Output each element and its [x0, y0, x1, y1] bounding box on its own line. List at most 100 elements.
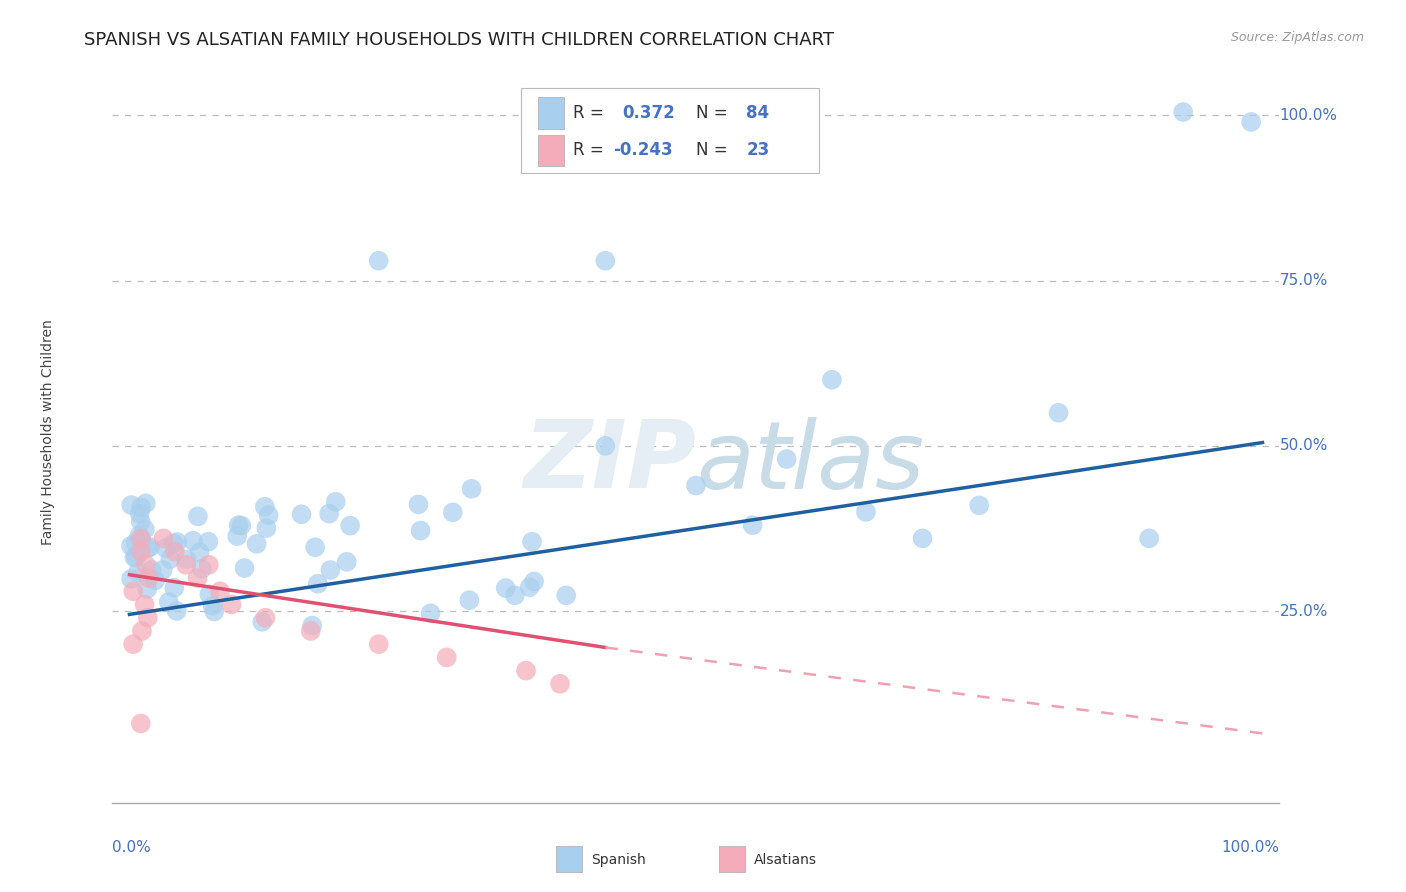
Point — [120, 572, 142, 586]
Point — [134, 522, 156, 536]
Point — [252, 615, 274, 629]
Point — [441, 505, 464, 519]
Text: N =: N = — [696, 104, 733, 122]
Point — [307, 576, 329, 591]
Point — [136, 611, 159, 625]
Point — [1137, 532, 1160, 546]
FancyBboxPatch shape — [720, 847, 745, 872]
Point — [122, 584, 145, 599]
Point — [231, 518, 253, 533]
Point — [967, 499, 990, 513]
Point — [409, 524, 432, 538]
Point — [201, 599, 224, 613]
FancyBboxPatch shape — [520, 88, 818, 173]
Point — [1173, 105, 1195, 120]
Point — [855, 505, 877, 519]
Point — [131, 624, 153, 638]
Text: Spanish: Spanish — [591, 853, 645, 867]
Point — [226, 529, 249, 543]
Point — [301, 618, 323, 632]
Point — [166, 604, 188, 618]
Text: ZIP: ZIP — [523, 417, 696, 508]
Text: SPANISH VS ALSATIAN FAMILY HOUSEHOLDS WITH CHILDREN CORRELATION CHART: SPANISH VS ALSATIAN FAMILY HOUSEHOLDS WI… — [84, 31, 834, 49]
Point — [304, 541, 326, 555]
Point — [548, 677, 571, 691]
Point — [120, 498, 142, 512]
Text: -0.243: -0.243 — [613, 141, 672, 160]
Point — [821, 373, 844, 387]
Text: 25.0%: 25.0% — [1279, 604, 1327, 618]
Point — [741, 518, 763, 533]
Text: Source: ZipAtlas.com: Source: ZipAtlas.com — [1230, 31, 1364, 45]
Point — [495, 581, 517, 595]
Point — [503, 588, 526, 602]
Text: atlas: atlas — [696, 417, 924, 508]
Point — [319, 563, 342, 577]
Point — [515, 664, 537, 678]
Point — [135, 496, 157, 510]
Point — [138, 571, 160, 585]
Point — [128, 529, 150, 543]
Point — [120, 539, 142, 553]
Point — [408, 497, 430, 511]
Point — [129, 544, 152, 558]
Text: Alsatians: Alsatians — [755, 853, 817, 867]
Text: N =: N = — [696, 141, 733, 160]
Point — [367, 253, 389, 268]
Point — [129, 716, 152, 731]
Point — [254, 521, 277, 535]
Text: Family Households with Children: Family Households with Children — [41, 319, 55, 546]
Point — [152, 532, 174, 546]
Point — [595, 253, 617, 268]
Point — [519, 580, 541, 594]
Point — [129, 532, 152, 546]
Point — [124, 550, 146, 565]
Point — [124, 536, 146, 550]
Point — [155, 541, 177, 556]
Point — [143, 574, 166, 588]
Point — [520, 534, 543, 549]
Text: 50.0%: 50.0% — [1279, 438, 1327, 453]
Point — [139, 540, 162, 554]
Point — [136, 582, 159, 596]
Point — [152, 563, 174, 577]
Point — [125, 549, 148, 564]
Point — [134, 598, 156, 612]
Point — [163, 581, 186, 595]
Point — [128, 507, 150, 521]
Point — [191, 562, 214, 576]
Point — [685, 478, 707, 492]
Point — [339, 518, 361, 533]
Point — [911, 532, 934, 546]
Point — [141, 563, 163, 577]
FancyBboxPatch shape — [538, 135, 564, 166]
Text: R =: R = — [574, 141, 609, 160]
FancyBboxPatch shape — [538, 97, 564, 128]
Text: R =: R = — [574, 104, 609, 122]
Point — [159, 552, 181, 566]
Point — [257, 508, 280, 523]
Point — [129, 515, 152, 529]
Text: 0.372: 0.372 — [623, 104, 675, 122]
Point — [254, 611, 277, 625]
Point — [162, 536, 184, 550]
Point — [188, 545, 211, 559]
Point — [174, 558, 197, 572]
Point — [1240, 115, 1263, 129]
Point — [136, 541, 159, 555]
Point — [246, 537, 269, 551]
Point — [187, 509, 209, 524]
Point — [233, 561, 256, 575]
Point — [253, 500, 276, 514]
Text: 75.0%: 75.0% — [1279, 273, 1327, 288]
Point — [228, 518, 250, 533]
Point — [1047, 406, 1070, 420]
Point — [523, 574, 546, 589]
Point — [458, 593, 481, 607]
Point — [367, 637, 389, 651]
Point — [555, 588, 578, 602]
FancyBboxPatch shape — [555, 847, 582, 872]
Point — [186, 571, 208, 585]
Text: 100.0%: 100.0% — [1279, 108, 1337, 123]
Point — [129, 500, 152, 515]
